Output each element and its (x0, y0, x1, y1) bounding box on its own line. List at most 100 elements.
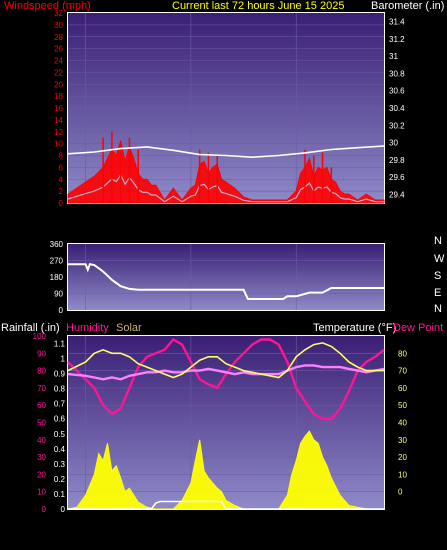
barometer-tick-label: 29.6 (389, 173, 405, 182)
temperature-tick-label: 0 (398, 488, 403, 497)
solar-label: Solar (116, 322, 142, 334)
compass-label: E (434, 287, 441, 299)
windspeed-tick-label: 26 (54, 45, 63, 54)
panel1-day-label: Day 15 (343, 209, 381, 223)
windspeed-tick-label: 6 (59, 163, 64, 172)
humidity-label: Humidity (66, 322, 109, 334)
chart-title: Current last 72 hours June 15 2025 (172, 0, 344, 12)
panel3-day-label: Day 15 (343, 516, 381, 530)
panel2-grid (68, 244, 384, 310)
humidity-tick-label: 50 (37, 419, 46, 428)
temperature-tick-label: 30 (398, 436, 407, 445)
temperature-tick-label: 60 (398, 384, 407, 393)
panel1-day-label: Day 14 (238, 209, 276, 223)
barometer-tick-label: 31.4 (389, 18, 405, 27)
compass-label: W (434, 253, 445, 265)
rainfall-tick-label: 1.1 (54, 340, 66, 349)
wind-average-line (67, 173, 384, 203)
rainfall-tick-label: 0.9 (54, 370, 66, 379)
windspeed-tick-label: 14 (54, 116, 63, 125)
panel3-day-label: Day 14 (238, 516, 276, 530)
panel1-marks (67, 131, 385, 204)
rainfall-tick-label: 0.5 (54, 430, 66, 439)
barometer-tick-label: 30.2 (389, 121, 405, 130)
barometer-tick-label: 29.8 (389, 156, 405, 165)
panel3-day-label: Day 13 (132, 516, 170, 530)
barometer-tick-label: 30.8 (389, 69, 405, 78)
rainfall-tick-label: 0.4 (54, 445, 66, 454)
panel1-day-label: Day 13 (132, 209, 170, 223)
temperature-tick-label: 70 (398, 367, 407, 376)
rainfall-tick-label: 0 (61, 505, 66, 514)
humidity-tick-label: 0 (42, 505, 47, 514)
barometer-tick-label: 31.2 (389, 35, 405, 44)
solar-area (67, 430, 384, 510)
dewpoint-line (67, 364, 385, 381)
rainfall-tick-label: 1 (61, 355, 66, 364)
compass-label: N (434, 303, 442, 315)
humidity-tick-label: 10 (37, 488, 46, 497)
barometer-tick-label: 30.6 (389, 87, 405, 96)
temperature-tick-label: 80 (398, 349, 407, 358)
rainfall-tick-label: 0.7 (54, 400, 66, 409)
windspeed-tick-label: 10 (54, 140, 63, 149)
barometer-axis-label: Barometer (.in) (371, 0, 444, 12)
rainfall-tick-label: 0.3 (54, 460, 66, 469)
barometer-tick-label: 29.4 (389, 190, 405, 199)
rainfall-tick-label: 0.8 (54, 385, 66, 394)
barometer-tick-label: 31 (389, 52, 398, 61)
windspeed-tick-label: 16 (54, 104, 63, 113)
barometer-tick-label: 30.4 (389, 104, 405, 113)
direction-tick-label: 360 (50, 240, 64, 249)
windspeed-tick-label: 0 (59, 199, 64, 208)
wind-direction-line (68, 263, 384, 300)
temperature-tick-label: 20 (398, 453, 407, 462)
direction-tick-label: 0 (59, 306, 64, 315)
rainfall-tick-label: 0.1 (54, 490, 66, 499)
windspeed-tick-label: 18 (54, 92, 63, 101)
rainfall-line (68, 500, 384, 510)
humidity-tick-label: 40 (37, 436, 46, 445)
rainfall-tick-label: 0.6 (54, 415, 66, 424)
direction-tick-label: 180 (50, 273, 64, 282)
panel2-marks (68, 263, 384, 300)
windspeed-tick-label: 4 (59, 175, 64, 184)
compass-label: N (434, 235, 442, 247)
windspeed-tick-label: 2 (59, 187, 64, 196)
humidity-tick-label: 100 (33, 332, 47, 341)
temperature-line (67, 342, 384, 379)
rainfall-tick-label: 0.2 (54, 475, 66, 484)
humidity-tick-label: 80 (37, 367, 46, 376)
humidity-tick-label: 20 (37, 470, 46, 479)
compass-label: S (434, 270, 441, 282)
windspeed-tick-label: 32 (54, 9, 63, 18)
temperature-tick-label: 50 (398, 401, 407, 410)
panel3-marks (67, 337, 385, 510)
dewpoint-axis-label: Dew Point (°F) (393, 322, 447, 334)
rainfall-axis-label: Rainfall (.in) (1, 322, 60, 334)
humidity-tick-label: 70 (37, 384, 46, 393)
humidity-line (67, 337, 385, 421)
windspeed-tick-label: 20 (54, 80, 63, 89)
barometer-tick-label: 30 (389, 139, 398, 148)
humidity-tick-label: 60 (37, 401, 46, 410)
panel1-ticks: 3230282624222018161412108642031.431.2313… (54, 9, 405, 223)
temperature-tick-label: 10 (398, 470, 407, 479)
windspeed-tick-label: 30 (54, 21, 63, 30)
windspeed-tick-label: 8 (59, 152, 64, 161)
windspeed-tick-label: 12 (54, 128, 63, 137)
windspeed-tick-label: 22 (54, 68, 63, 77)
panel3-ticks: 10090807060504030201001.110.90.80.70.60.… (33, 332, 408, 530)
windspeed-tick-label: 28 (54, 33, 63, 42)
temperature-axis-label: Temperature (°F) (313, 322, 396, 334)
windspeed-tick-label: 24 (54, 57, 63, 66)
temperature-tick-label: 40 (398, 419, 407, 428)
humidity-tick-label: 90 (37, 349, 46, 358)
windspeed-axis-label: Windspeed (mph) (4, 0, 91, 12)
humidity-tick-label: 30 (37, 453, 46, 462)
direction-tick-label: 90 (54, 290, 63, 299)
barometer-line (67, 145, 385, 159)
